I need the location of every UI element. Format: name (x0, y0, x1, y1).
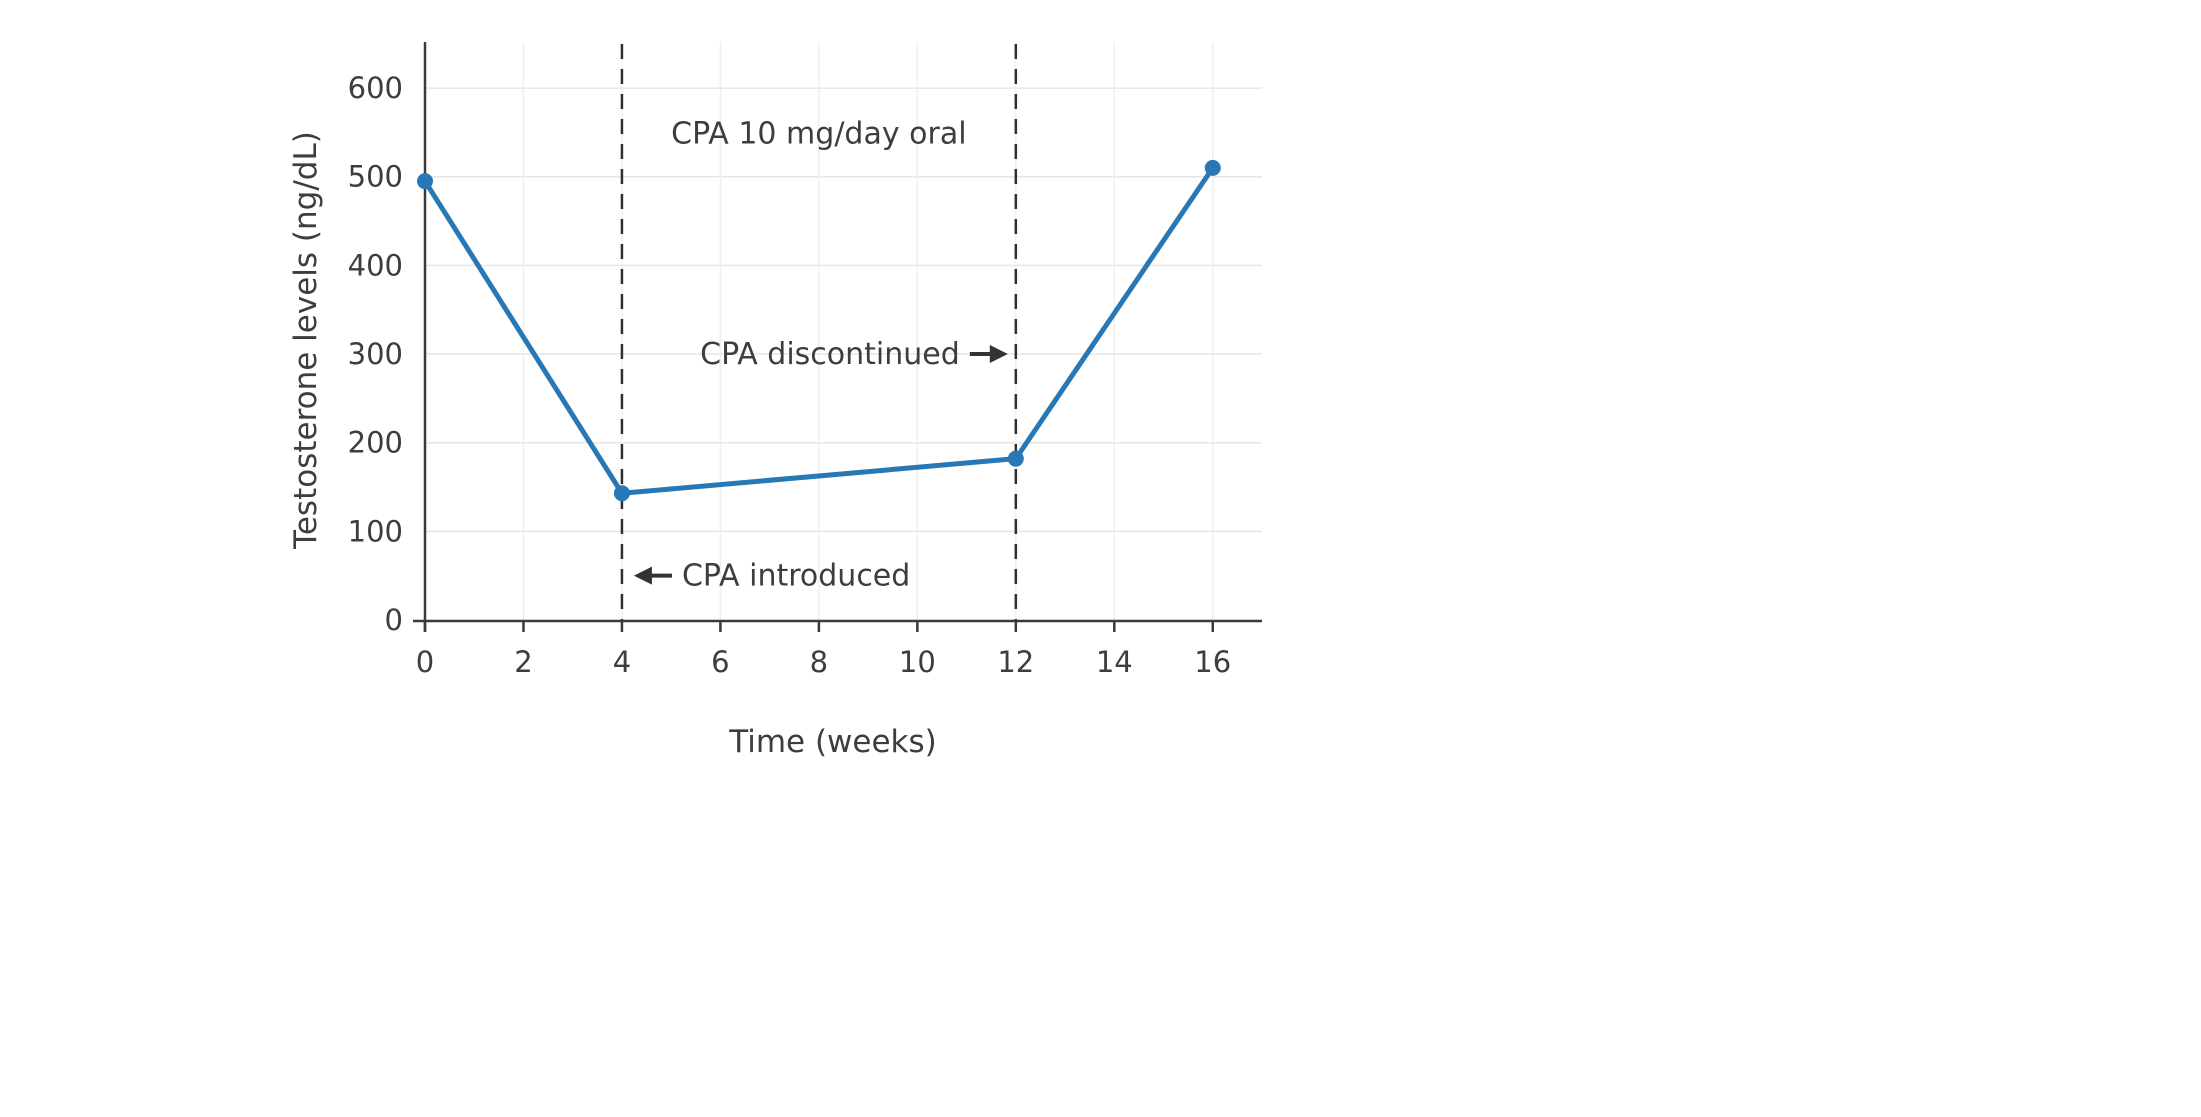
gridlines-layer (425, 42, 1262, 620)
right-arrow-icon (989, 345, 1008, 364)
annotation-text-cpa-discontinued: CPA discontinued (700, 337, 960, 372)
x-tick-label-14: 14 (1096, 645, 1133, 679)
x-tick-label-4: 4 (613, 645, 631, 679)
annotation-regimen-label: CPA 10 mg/day oral (671, 116, 966, 151)
annotation-text-regimen-label: CPA 10 mg/day oral (671, 116, 966, 151)
reference-lines-layer (620, 44, 1018, 620)
testosterone-series-line (422, 165, 1216, 496)
x-tick-label-10: 10 (899, 645, 936, 679)
annotation-cpa-introduced: CPA introduced (633, 559, 910, 594)
annotations-layer: CPA 10 mg/day oral CPA introduced CPA disc… (633, 116, 1008, 594)
y-tick-label-600: 600 (348, 71, 403, 105)
y-tick-label-400: 400 (348, 248, 403, 282)
data-point-week-4 (613, 485, 630, 502)
x-tick-label-2: 2 (514, 645, 532, 679)
y-axis-title: Testosterone levels (ng/dL) (288, 131, 324, 550)
annotation-text-cpa-introduced: CPA introduced (682, 559, 910, 594)
data-point-week-16 (1204, 159, 1221, 176)
series-layer (417, 159, 1221, 502)
y-tick-label-200: 200 (348, 426, 403, 460)
y-tick-label-0: 0 (385, 603, 403, 637)
x-tick-label-12: 12 (997, 645, 1034, 679)
y-tick-label-100: 100 (348, 514, 403, 548)
x-tick-label-6: 6 (711, 645, 729, 679)
x-axis-title: Time (weeks) (728, 724, 937, 760)
data-point-week-0 (417, 173, 433, 190)
y-tick-label-300: 300 (348, 337, 403, 371)
data-point-week-12 (1007, 450, 1024, 467)
x-tick-label-16: 16 (1194, 645, 1231, 679)
x-tick-label-8: 8 (810, 645, 828, 679)
left-arrow-icon (633, 566, 652, 585)
x-tick-label-0: 0 (416, 645, 434, 679)
annotation-cpa-discontinued: CPA discontinued (700, 337, 1008, 372)
y-tick-label-500: 500 (348, 160, 403, 194)
axes-layer: 0 2 4 6 8 10 12 14 16 0 100 200 300 400 500 600 (348, 42, 1262, 679)
